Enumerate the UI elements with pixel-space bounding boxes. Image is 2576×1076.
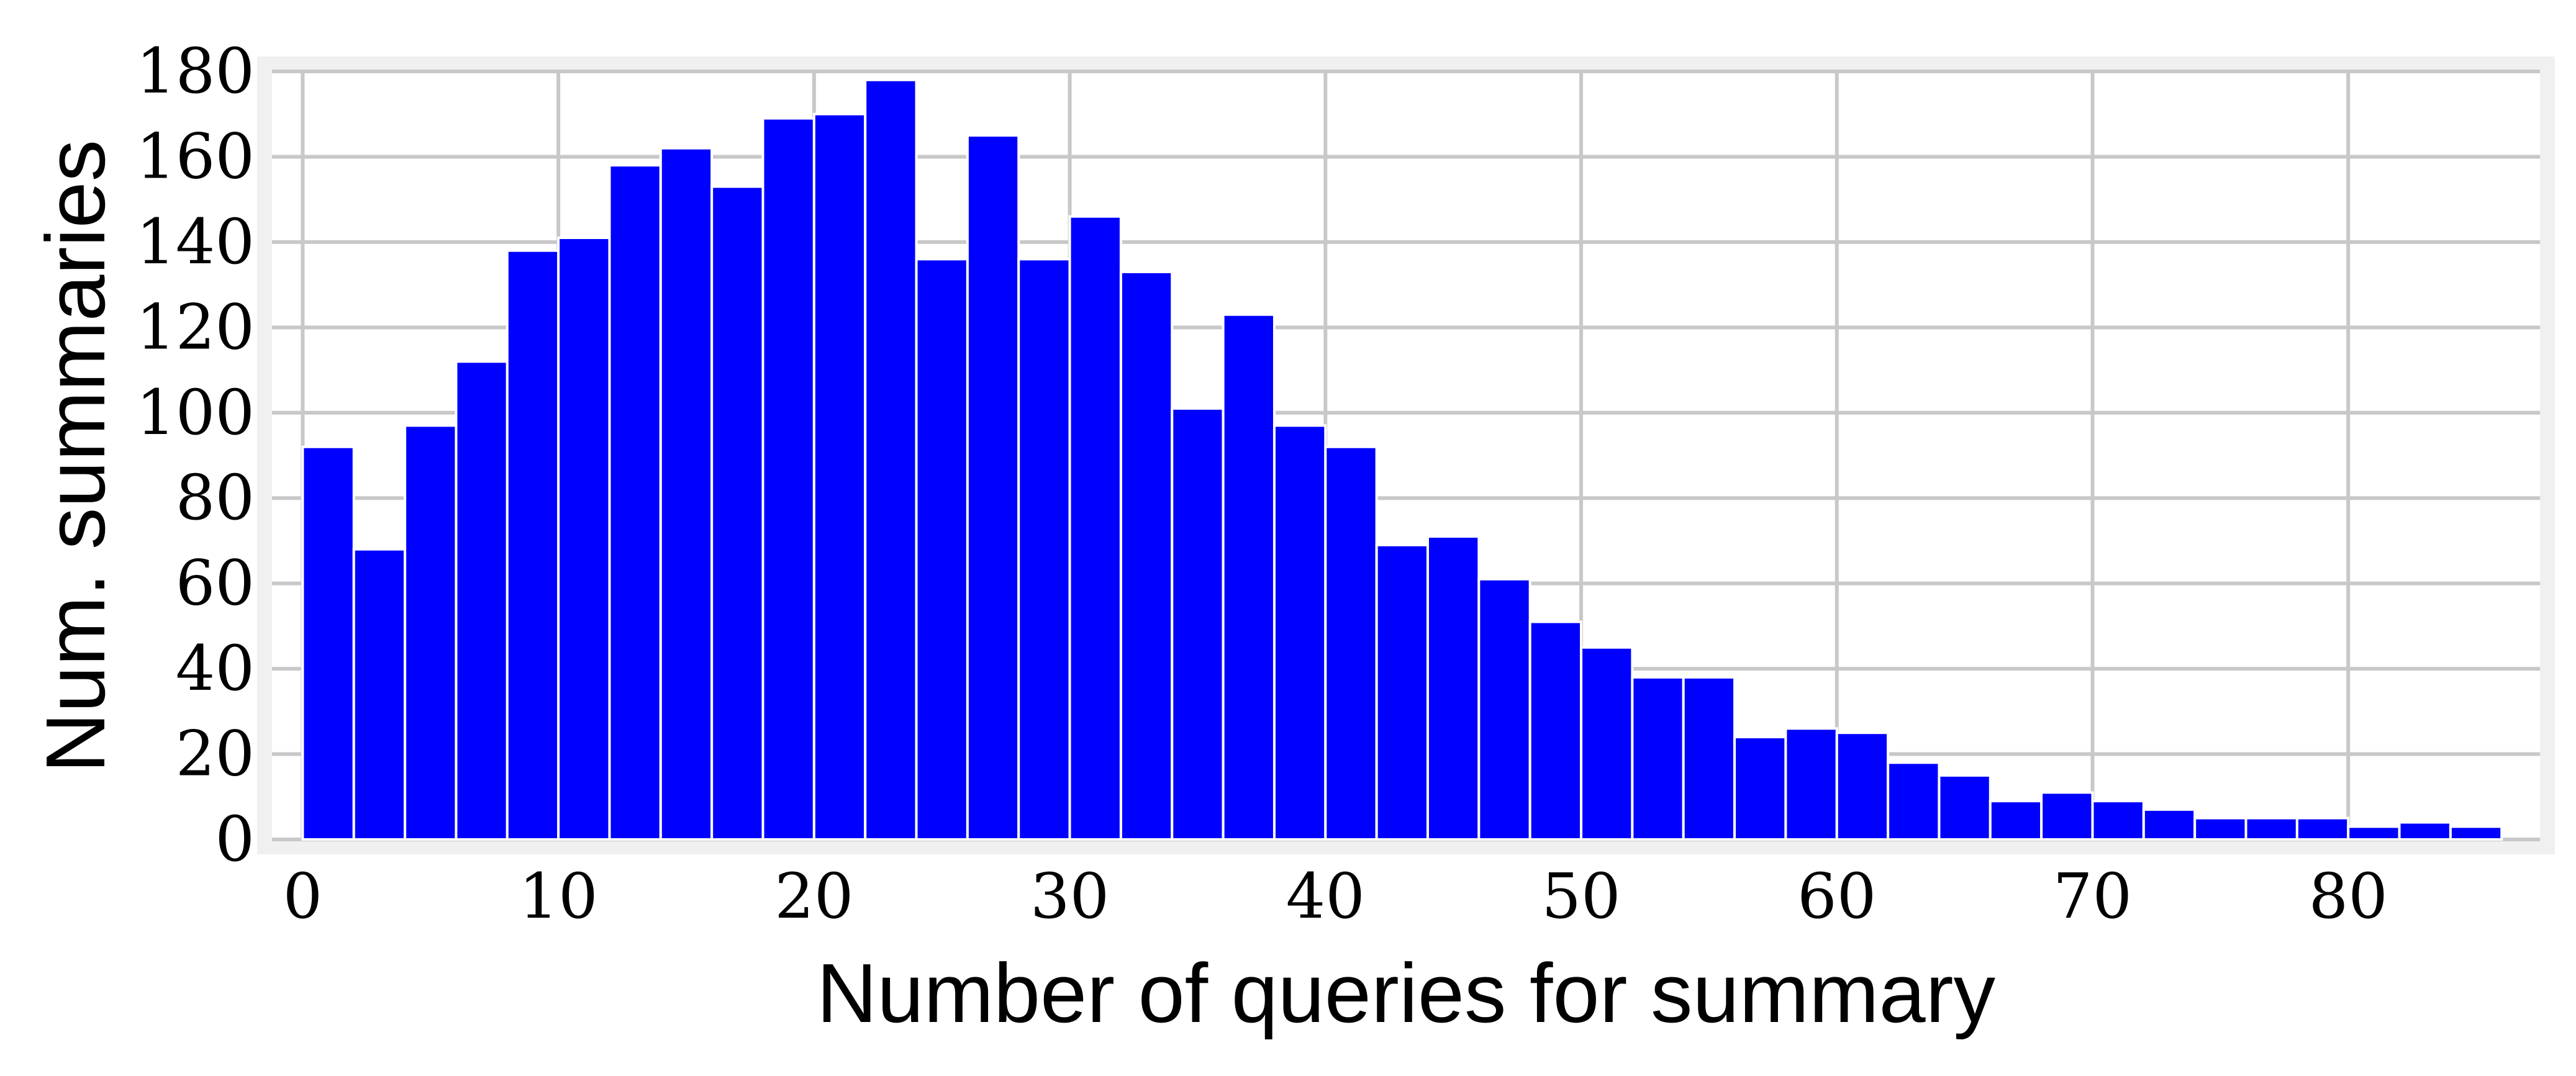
y-tick-label: 20 bbox=[176, 718, 255, 790]
histogram-bar bbox=[1733, 736, 1787, 841]
x-axis-label: Number of queries for summary bbox=[817, 946, 1996, 1040]
y-tick-label: 40 bbox=[176, 632, 255, 705]
histogram-bar bbox=[2347, 825, 2401, 841]
histogram-bar bbox=[301, 445, 355, 841]
histogram-bar bbox=[557, 237, 611, 841]
histogram-bar bbox=[1171, 407, 1225, 841]
x-tick-labels: 0 10 20 30 40 50 60 70 80 bbox=[283, 860, 2388, 933]
x-tick-label: 60 bbox=[1797, 860, 1876, 933]
y-axis-label: Num. summaries bbox=[29, 140, 122, 773]
histogram-bar bbox=[1835, 731, 1890, 841]
histogram-bar bbox=[1272, 424, 1327, 841]
histogram-bar bbox=[1017, 258, 1071, 841]
histogram-bar bbox=[1426, 535, 1481, 841]
histogram-bar bbox=[1938, 774, 1992, 841]
y-tick-label: 100 bbox=[136, 376, 255, 449]
histogram-bar bbox=[1580, 646, 1634, 841]
y-tick-label: 180 bbox=[136, 35, 255, 107]
y-tick-label: 0 bbox=[215, 803, 255, 875]
histogram-bar bbox=[659, 147, 714, 841]
histogram-bar bbox=[1324, 445, 1378, 841]
x-tick-label: 0 bbox=[283, 860, 323, 933]
histogram-bar bbox=[864, 78, 918, 841]
histogram-bar bbox=[1477, 577, 1531, 841]
histogram-bar bbox=[1375, 543, 1429, 841]
histogram-bar bbox=[1119, 270, 1174, 841]
histogram-bar bbox=[2295, 816, 2350, 841]
histogram-bar bbox=[404, 424, 458, 841]
histogram-bar bbox=[506, 249, 560, 841]
x-tick-label: 70 bbox=[2053, 860, 2132, 933]
bars bbox=[301, 78, 2503, 841]
histogram-bar bbox=[1631, 676, 1685, 841]
y-tick-label: 120 bbox=[136, 291, 255, 363]
histogram-bar bbox=[915, 258, 969, 841]
y-tick-label: 160 bbox=[136, 120, 255, 192]
histogram-bar bbox=[966, 134, 1020, 841]
histogram-bar bbox=[710, 185, 764, 841]
x-tick-label: 50 bbox=[1541, 860, 1620, 933]
y-tick-label: 60 bbox=[176, 547, 255, 620]
histogram-bar bbox=[2091, 800, 2145, 841]
histogram-bar bbox=[455, 360, 509, 841]
histogram-bar bbox=[2142, 808, 2197, 841]
histogram-bar bbox=[2193, 816, 2247, 841]
x-tick-label: 10 bbox=[519, 860, 598, 933]
x-tick-label: 30 bbox=[1030, 860, 1109, 933]
histogram-bar bbox=[1989, 800, 2043, 841]
histogram-bar bbox=[1222, 313, 1276, 841]
histogram-bar bbox=[1784, 727, 1838, 841]
histogram-bar bbox=[608, 164, 662, 841]
histogram-bar bbox=[1068, 215, 1122, 841]
histogram-bar bbox=[352, 548, 407, 841]
y-tick-label: 80 bbox=[176, 461, 255, 534]
x-tick-label: 80 bbox=[2309, 860, 2388, 933]
histogram-bar bbox=[812, 112, 867, 841]
histogram-bar bbox=[2398, 821, 2452, 841]
histogram-bar bbox=[2449, 825, 2503, 841]
histogram-bar bbox=[1528, 620, 1583, 841]
x-tick-label: 20 bbox=[774, 860, 853, 933]
plot-frame bbox=[257, 57, 2555, 854]
histogram-bar bbox=[1682, 676, 1736, 841]
histogram-bar bbox=[1887, 761, 1941, 841]
histogram-bar bbox=[2040, 791, 2094, 841]
y-tick-labels: 0 20 40 60 80 100 120 140 160 180 bbox=[136, 35, 255, 875]
histogram-bar bbox=[2244, 816, 2298, 841]
y-tick-label: 140 bbox=[136, 206, 255, 278]
x-tick-label: 40 bbox=[1286, 860, 1365, 933]
histogram-bar bbox=[761, 117, 815, 841]
